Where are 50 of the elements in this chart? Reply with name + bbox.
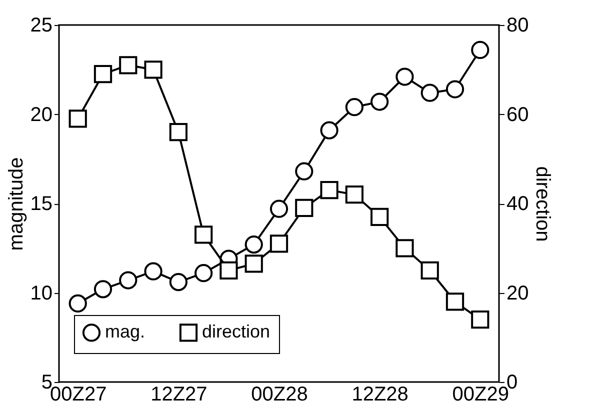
x-tick-label: 00Z29 bbox=[452, 384, 509, 406]
point bbox=[420, 261, 439, 280]
point bbox=[244, 254, 263, 273]
point bbox=[295, 198, 314, 218]
point bbox=[169, 272, 188, 292]
point bbox=[94, 280, 112, 298]
point bbox=[194, 226, 213, 244]
y-axis-title: magnitude bbox=[5, 157, 28, 251]
point bbox=[471, 40, 490, 60]
point bbox=[68, 294, 87, 313]
point bbox=[396, 68, 414, 86]
point bbox=[345, 98, 364, 116]
y2-axis-title: direction bbox=[532, 166, 554, 242]
point bbox=[169, 123, 188, 142]
point bbox=[471, 310, 490, 329]
point bbox=[295, 162, 314, 180]
legend-label: direction bbox=[202, 322, 270, 342]
point bbox=[144, 262, 162, 280]
point bbox=[370, 92, 389, 111]
point bbox=[194, 264, 213, 282]
y2-tick-label: 80 bbox=[506, 14, 529, 36]
x-tick-label: 12Z28 bbox=[352, 384, 408, 406]
point bbox=[220, 261, 238, 280]
y2-tick-label: 60 bbox=[506, 104, 529, 126]
y-tick-label: 25 bbox=[30, 14, 52, 36]
y2-tick-label: 40 bbox=[506, 193, 529, 215]
y-tick-label: 10 bbox=[30, 282, 52, 304]
y-tick-label: 20 bbox=[30, 104, 52, 126]
y-tick-label: 15 bbox=[30, 193, 52, 215]
x-tick-label: 12Z27 bbox=[150, 384, 208, 406]
y2-tick-label: 0 bbox=[506, 372, 518, 394]
point bbox=[119, 56, 138, 74]
point bbox=[446, 80, 464, 98]
point bbox=[68, 110, 87, 128]
point bbox=[119, 271, 138, 290]
point bbox=[320, 121, 338, 140]
x-tick-label: 00Z28 bbox=[251, 384, 308, 406]
legend-label: mag. bbox=[105, 322, 146, 342]
point bbox=[94, 65, 112, 84]
point bbox=[144, 60, 162, 79]
point bbox=[270, 234, 288, 253]
point bbox=[244, 236, 263, 254]
y2-tick-label: 20 bbox=[506, 282, 529, 304]
point bbox=[370, 208, 389, 226]
point bbox=[270, 200, 288, 218]
point bbox=[446, 292, 464, 311]
point bbox=[420, 84, 439, 102]
point bbox=[396, 239, 414, 258]
point bbox=[320, 181, 338, 200]
point bbox=[345, 186, 364, 204]
